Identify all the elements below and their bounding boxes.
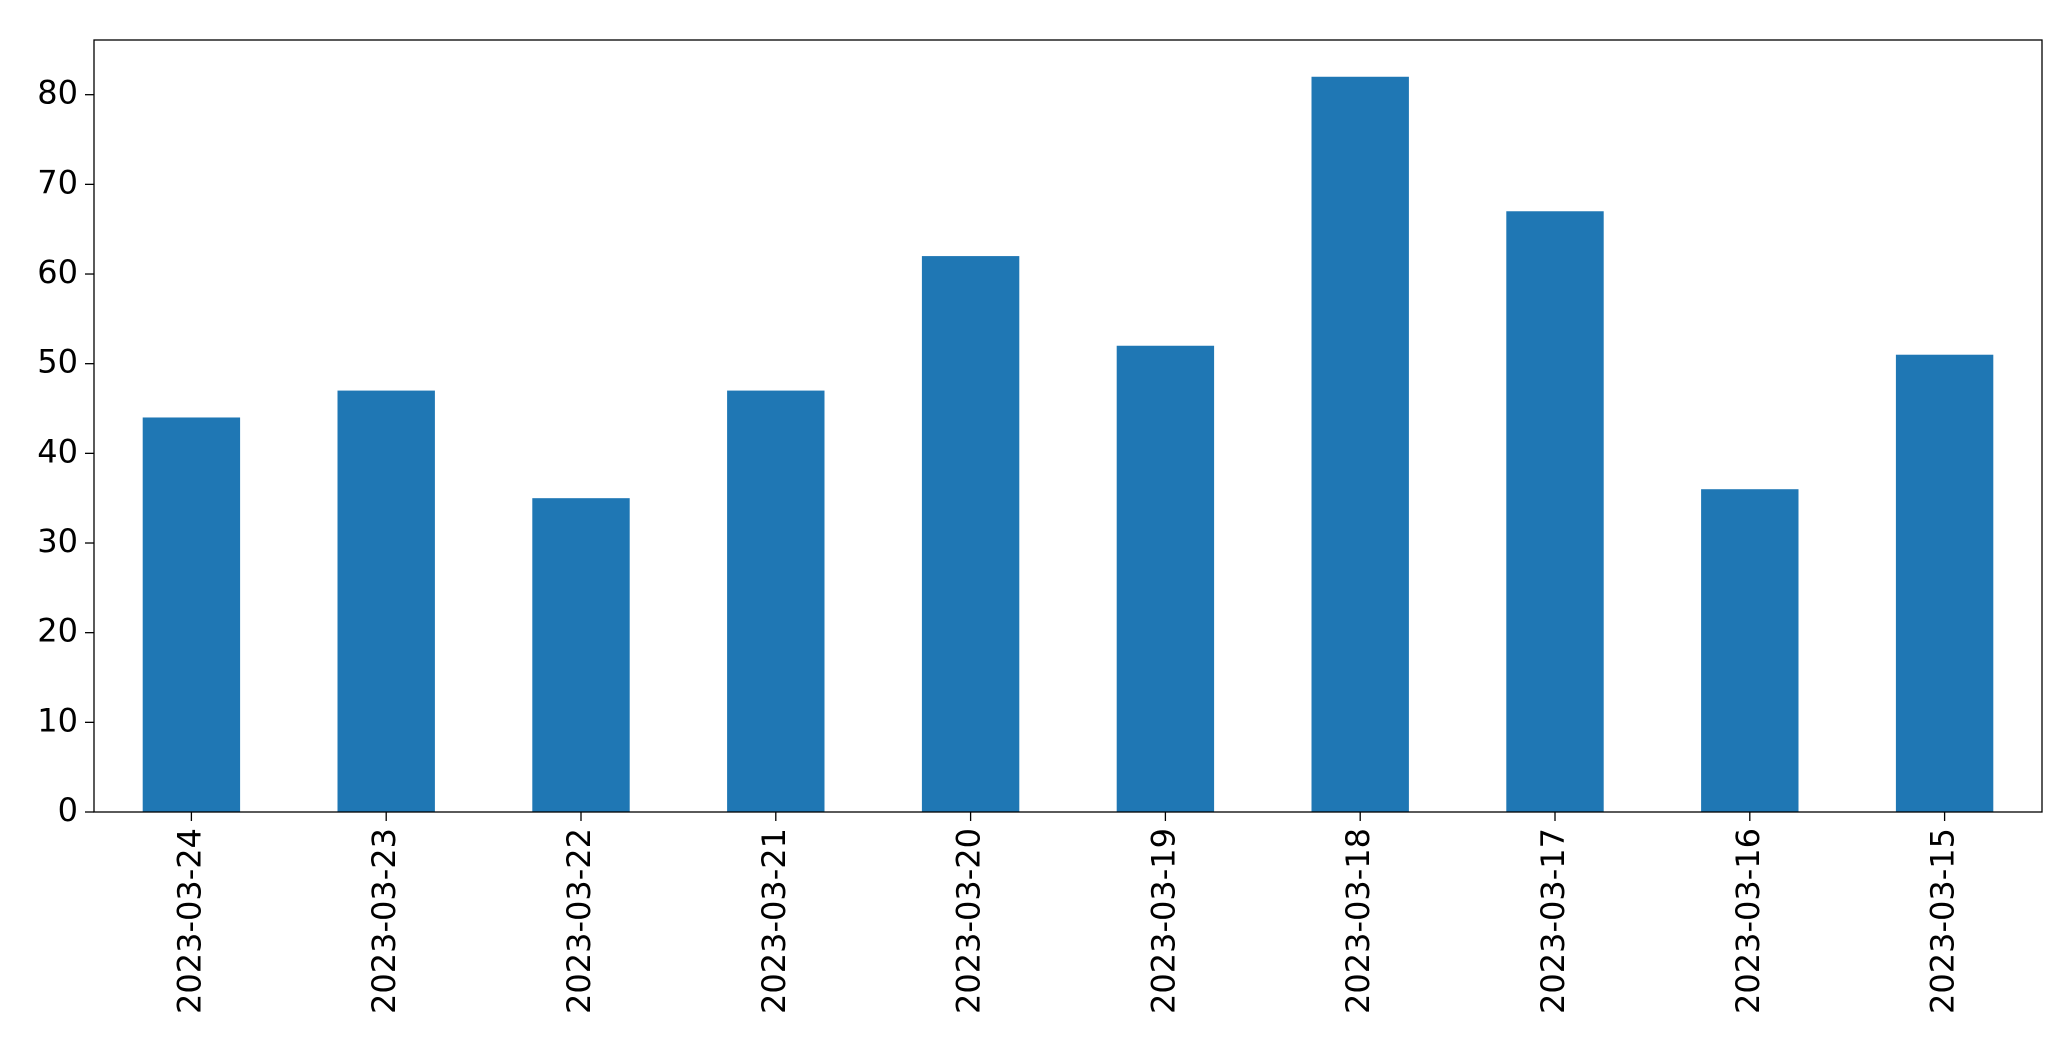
x-tick-label: 2023-03-15 xyxy=(1924,828,1962,1014)
bar xyxy=(532,498,630,812)
x-tick-label: 2023-03-18 xyxy=(1339,828,1377,1014)
y-tick-label: 40 xyxy=(37,432,78,470)
bar xyxy=(1701,489,1799,812)
x-tick-label: 2023-03-20 xyxy=(950,828,988,1014)
bar xyxy=(727,390,825,812)
y-tick-label: 0 xyxy=(58,791,78,829)
y-tick-label: 80 xyxy=(37,74,78,112)
x-tick-label: 2023-03-17 xyxy=(1534,828,1572,1014)
x-tick-label: 2023-03-22 xyxy=(560,828,598,1014)
y-tick-label: 60 xyxy=(37,253,78,291)
plot-frame xyxy=(93,39,2043,813)
y-tick-label: 10 xyxy=(37,701,78,739)
bar xyxy=(921,256,1020,812)
bar xyxy=(337,390,435,812)
x-tick-label: 2023-03-19 xyxy=(1144,828,1182,1014)
x-tick-label: 2023-03-23 xyxy=(365,828,403,1014)
bar xyxy=(1311,76,1409,812)
x-tick-label: 2023-03-24 xyxy=(170,828,208,1014)
y-tick-label: 30 xyxy=(37,522,78,560)
y-tick-label: 70 xyxy=(37,163,78,201)
x-tick-label: 2023-03-21 xyxy=(755,828,793,1014)
y-tick-label: 20 xyxy=(37,612,78,650)
x-tick-label: 2023-03-16 xyxy=(1729,828,1767,1014)
bar xyxy=(1116,345,1215,812)
bar xyxy=(1506,211,1604,812)
bar xyxy=(1895,354,1994,812)
bar xyxy=(142,417,241,812)
y-tick-label: 50 xyxy=(37,343,78,381)
